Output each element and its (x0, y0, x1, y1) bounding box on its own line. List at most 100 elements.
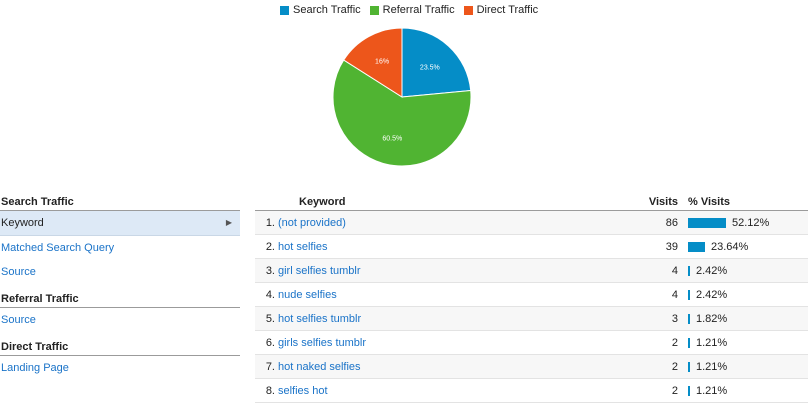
traffic-pie-chart: 23.5% 60.5% 16% (332, 27, 472, 167)
table-row: 1. (not provided) 86 52.12% (255, 210, 808, 235)
pct-bar (688, 265, 690, 276)
pct-visits-cell: 52.12% (688, 210, 808, 235)
legend-item[interactable]: Search Traffic (280, 4, 361, 16)
row-number: 8. (255, 378, 277, 403)
table-row: 2. hot selfies 39 23.64% (255, 234, 808, 259)
pct-bar (688, 313, 690, 324)
visits-cell: 39 (623, 234, 688, 259)
sidebar-item-label: Matched Search Query (1, 242, 115, 254)
sidebar-item-source[interactable]: Source (0, 308, 240, 332)
legend-label: Search Traffic (293, 4, 361, 16)
legend-label: Direct Traffic (476, 4, 539, 16)
header-pct-visits[interactable]: % Visits (688, 195, 808, 211)
sidebar-heading: Search Traffic (0, 195, 240, 211)
table-row: 3. girl selfies tumblr 4 2.42% (255, 258, 808, 283)
keyword-link[interactable]: selfies hot (278, 384, 328, 397)
table-row: 7. hot naked selfies 2 1.21% (255, 354, 808, 379)
pct-bar (688, 385, 690, 396)
pct-visits-cell: 2.42% (688, 258, 808, 283)
keyword-link[interactable]: hot selfies tumblr (278, 312, 362, 325)
keyword-link[interactable]: hot naked selfies (278, 360, 361, 373)
pct-visits-cell: 1.21% (688, 330, 808, 355)
pct-visits-cell: 1.21% (688, 354, 808, 379)
keyword-link[interactable]: girls selfies tumblr (278, 336, 367, 349)
visits-cell: 4 (623, 258, 688, 283)
keyword-cell: (not provided) (277, 210, 623, 235)
sidebar-gap (0, 332, 240, 340)
keyword-cell: nude selfies (277, 282, 623, 307)
keyword-link[interactable]: nude selfies (278, 288, 337, 301)
table-row: 8. selfies hot 2 1.21% (255, 378, 808, 403)
visits-cell: 4 (623, 282, 688, 307)
sidebar-item-label: Source (1, 314, 36, 326)
keyword-cell: hot selfies tumblr (277, 306, 623, 331)
pie-slice-label: 60.5% (382, 135, 402, 142)
keyword-cell: hot naked selfies (277, 354, 623, 379)
pct-text: 1.21% (696, 384, 728, 397)
legend-item[interactable]: Referral Traffic (369, 4, 455, 16)
pct-text: 23.64% (711, 240, 749, 253)
legend-item[interactable]: Direct Traffic (463, 4, 539, 16)
table-row: 5. hot selfies tumblr 3 1.82% (255, 306, 808, 331)
table-header-row: Keyword Visits % Visits (255, 195, 808, 211)
table-row: 4. nude selfies 4 2.42% (255, 282, 808, 307)
legend-swatch (369, 5, 379, 15)
row-number: 7. (255, 354, 277, 379)
legend-swatch (280, 5, 289, 15)
sidebar-heading: Direct Traffic (0, 340, 240, 356)
pct-bar (688, 241, 705, 252)
pct-text: 1.82% (696, 312, 728, 325)
chart-legend: Search Traffic Referral Traffic Direct Tra… (280, 3, 547, 17)
pct-text: 1.21% (696, 360, 728, 373)
sidebar-gap (0, 284, 240, 292)
pct-text: 2.42% (696, 288, 728, 301)
pct-bar (688, 361, 690, 372)
sidebar: Search Traffic Keyword ▶ Matched Search Que… (0, 195, 240, 380)
pct-bar (688, 217, 726, 228)
pct-visits-cell: 1.21% (688, 378, 808, 403)
header-num (255, 195, 277, 211)
row-number: 5. (255, 306, 277, 331)
pie-slice-label: 16% (375, 59, 389, 66)
visits-cell: 2 (623, 330, 688, 355)
legend-swatch (463, 5, 473, 15)
visits-cell: 86 (623, 210, 688, 235)
header-visits[interactable]: Visits (623, 195, 688, 211)
table-row: 6. girls selfies tumblr 2 1.21% (255, 330, 808, 355)
pct-bar (688, 337, 690, 348)
row-number: 2. (255, 234, 277, 259)
keyword-link[interactable]: hot selfies (278, 240, 328, 253)
row-number: 1. (255, 210, 277, 235)
pct-visits-cell: 1.82% (688, 306, 808, 331)
pie-slice-direct-traffic[interactable] (343, 27, 403, 98)
visits-cell: 3 (623, 306, 688, 331)
legend-label: Referral Traffic (382, 4, 455, 16)
chevron-right-icon: ▶ (225, 218, 232, 227)
pie-slice-label: 23.5% (420, 64, 440, 71)
keyword-table: Keyword Visits % Visits 1. (not provided)… (255, 195, 808, 403)
row-number: 3. (255, 258, 277, 283)
visits-cell: 2 (623, 378, 688, 403)
keyword-link[interactable]: girl selfies tumblr (278, 264, 361, 277)
keyword-link[interactable]: (not provided) (278, 216, 346, 229)
row-number: 4. (255, 282, 277, 307)
pie-slice-referral-traffic[interactable] (332, 59, 472, 167)
sidebar-item-source[interactable]: Source (0, 260, 240, 284)
sidebar-item-label: Source (1, 266, 36, 278)
sidebar-heading: Referral Traffic (0, 292, 240, 308)
pct-bar (688, 289, 690, 300)
sidebar-item-landing-page[interactable]: Landing Page (0, 356, 240, 380)
sidebar-item-matched-search-query[interactable]: Matched Search Query (0, 236, 240, 260)
keyword-cell: girls selfies tumblr (277, 330, 623, 355)
keyword-cell: girl selfies tumblr (277, 258, 623, 283)
pct-visits-cell: 2.42% (688, 282, 808, 307)
sidebar-item-label: Landing Page (1, 362, 69, 374)
pie-slice-search-traffic[interactable] (401, 27, 472, 98)
visits-cell: 2 (623, 354, 688, 379)
pct-text: 1.21% (696, 336, 728, 349)
keyword-cell: selfies hot (277, 378, 623, 403)
sidebar-item-keyword[interactable]: Keyword ▶ (0, 211, 240, 236)
keyword-cell: hot selfies (277, 234, 623, 259)
pct-visits-cell: 23.64% (688, 234, 808, 259)
header-keyword[interactable]: Keyword (277, 195, 623, 211)
